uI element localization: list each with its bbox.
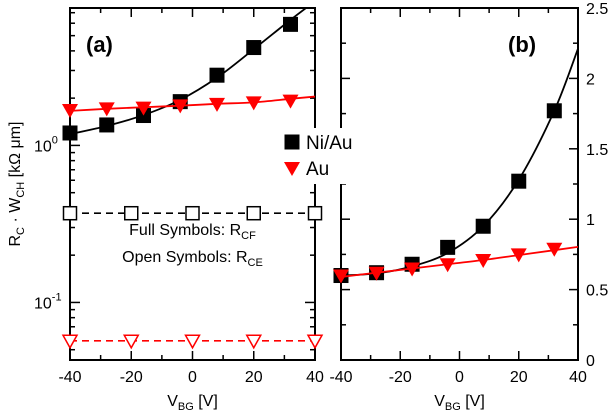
data-point bbox=[283, 16, 298, 32]
legend-marker bbox=[284, 162, 300, 176]
x-tick-label: -40 bbox=[329, 369, 352, 386]
legend-label: Ni/Au bbox=[306, 133, 352, 154]
x-axis-label: VBG [V] bbox=[167, 393, 218, 413]
y-tick-exponent: -1 bbox=[52, 291, 62, 303]
x-axis-label-sub: BG bbox=[178, 401, 194, 413]
data-point bbox=[209, 67, 225, 83]
data-point bbox=[185, 205, 200, 221]
series-filled-triangle bbox=[62, 94, 315, 119]
data-point bbox=[61, 334, 79, 350]
y-axis-label-sub-c: C bbox=[15, 227, 27, 235]
data-point bbox=[122, 334, 140, 350]
y-tick-label: 10-1 bbox=[34, 291, 62, 312]
series-filled-triangle bbox=[333, 242, 578, 284]
data-point bbox=[546, 242, 563, 257]
x-axis-label-unit: [V] bbox=[461, 393, 485, 410]
data-point bbox=[546, 103, 562, 119]
y-tick-label: 0 bbox=[586, 353, 595, 370]
data-point bbox=[245, 334, 263, 350]
data-point bbox=[184, 334, 201, 350]
data-point bbox=[98, 102, 115, 117]
series-filled-square bbox=[62, 8, 308, 141]
series-open-square bbox=[62, 205, 323, 221]
data-point bbox=[510, 248, 527, 263]
annotation: Open Symbols: RCE bbox=[122, 249, 263, 269]
x-axis-label-main: V bbox=[434, 393, 445, 410]
annotation: Full Symbols: RCF bbox=[129, 222, 256, 242]
panel-label: (a) bbox=[86, 32, 113, 57]
y-tick-label: 0.5 bbox=[586, 283, 608, 300]
y-tick-exponent: 0 bbox=[52, 134, 58, 146]
y-tick-label: 2.5 bbox=[586, 1, 608, 18]
legend-label: Au bbox=[306, 159, 329, 180]
data-point bbox=[209, 97, 225, 112]
data-point bbox=[282, 94, 299, 109]
panel-label: (b) bbox=[508, 32, 536, 57]
x-tick-label: -20 bbox=[389, 369, 412, 386]
data-point bbox=[99, 117, 115, 133]
y-axis-label: RC · WCH [kΩ μm] bbox=[7, 121, 27, 246]
data-point bbox=[172, 99, 189, 114]
y-axis-label-unit: [kΩ μm] bbox=[7, 121, 24, 181]
data-point bbox=[368, 266, 385, 281]
data-point bbox=[62, 104, 78, 119]
data-point bbox=[246, 40, 262, 56]
y-axis-label-r: R bbox=[7, 235, 24, 247]
y-axis-label-w: · W bbox=[7, 197, 24, 227]
panel-b: -40 -20 0 20 40 VBG [V] 0 0.5 1 1.5 2 2.5 (b) bbox=[329, 1, 608, 413]
y-tick-base: 10 bbox=[34, 295, 52, 312]
data-point bbox=[475, 218, 491, 234]
data-point bbox=[440, 239, 456, 255]
y-tick-label: 1.5 bbox=[586, 142, 608, 159]
data-point bbox=[135, 101, 152, 116]
annotation-main: Open Symbols: R bbox=[122, 249, 247, 266]
data-point bbox=[404, 262, 421, 277]
x-tick-label: 20 bbox=[510, 369, 528, 386]
x-tick-label: 0 bbox=[188, 369, 197, 386]
x-tick-label: 40 bbox=[569, 369, 587, 386]
x-axis-label: VBG [V] bbox=[434, 393, 485, 413]
data-point bbox=[475, 254, 492, 269]
x-tick-label: 40 bbox=[306, 369, 324, 386]
data-point bbox=[246, 205, 261, 221]
x-tick-label: -40 bbox=[58, 369, 81, 386]
data-point bbox=[439, 258, 456, 273]
y-axis-label-sub-ch: CH bbox=[15, 182, 27, 198]
data-point bbox=[307, 205, 323, 221]
data-point bbox=[511, 173, 527, 189]
y-tick-label: 100 bbox=[34, 134, 58, 155]
x-axis-label-unit: [V] bbox=[194, 393, 218, 410]
x-tick-label: 20 bbox=[245, 369, 263, 386]
x-tick-label: 0 bbox=[455, 369, 464, 386]
x-axis-label-main: V bbox=[167, 393, 178, 410]
data-point bbox=[245, 96, 262, 111]
series-open-triangle bbox=[61, 334, 324, 350]
legend-marker bbox=[284, 134, 300, 150]
legend: Ni/Au Au bbox=[275, 128, 378, 184]
annotation-sub: CE bbox=[248, 257, 263, 269]
y-tick-label: 2 bbox=[586, 71, 595, 88]
data-point bbox=[333, 269, 349, 284]
data-point bbox=[62, 205, 78, 221]
y-tick-base: 10 bbox=[34, 138, 52, 155]
data-point bbox=[62, 125, 78, 141]
annotation-sub: CF bbox=[241, 230, 256, 242]
annotation-main: Full Symbols: R bbox=[129, 222, 241, 239]
data-point bbox=[306, 334, 324, 350]
data-point bbox=[124, 205, 139, 221]
x-tick-label: -20 bbox=[120, 369, 143, 386]
x-axis-label-sub: BG bbox=[445, 401, 461, 413]
y-tick-label: 1 bbox=[586, 212, 595, 229]
